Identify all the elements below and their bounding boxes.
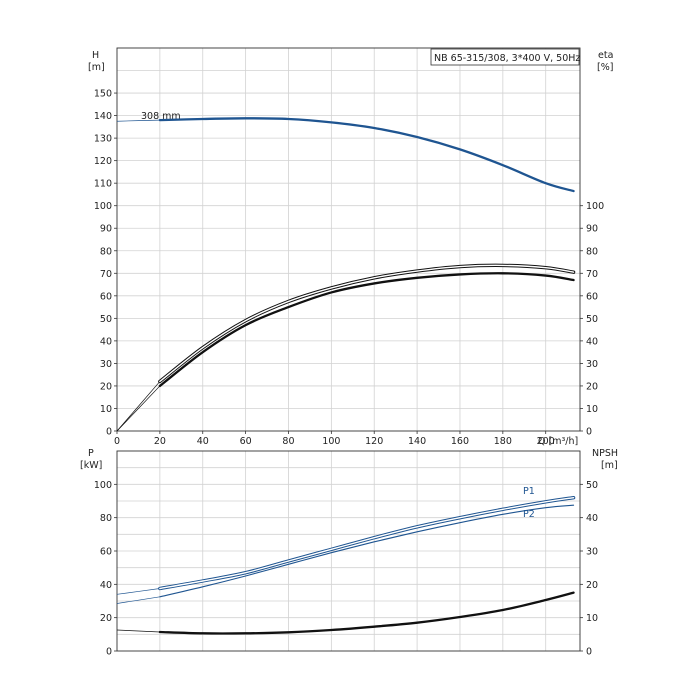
x-tick-label: 140 xyxy=(408,436,426,447)
left-tick-label: 0 xyxy=(106,647,112,658)
curve-inner-1-0 xyxy=(159,496,575,590)
left-tick-label: 120 xyxy=(94,156,112,167)
right-tick-label: 50 xyxy=(586,480,598,491)
left-tick-label: 20 xyxy=(100,613,112,624)
curve-0-0 xyxy=(158,117,575,193)
right-tick-label: 20 xyxy=(586,381,598,392)
left-tick-label: 70 xyxy=(100,269,112,280)
left-tick-label: 110 xyxy=(94,179,112,190)
q-axis-label: Q [m³/h] xyxy=(538,436,578,447)
right-tick-label: 10 xyxy=(586,404,598,415)
curves xyxy=(116,117,576,635)
left-tick-label: 100 xyxy=(94,201,112,212)
left-tick-label: 90 xyxy=(100,224,112,235)
curve-1-2 xyxy=(158,591,575,635)
curve-inner-0-1 xyxy=(159,264,575,383)
curve-extension-1-1 xyxy=(116,596,160,604)
x-tick-label: 160 xyxy=(451,436,469,447)
impeller-diameter-annotation: 308 mm xyxy=(141,111,181,122)
p2-series-label: P2 xyxy=(523,509,535,520)
left-tick-label: 40 xyxy=(100,580,112,591)
right-tick-label: 20 xyxy=(586,580,598,591)
curve-extension-1-0 xyxy=(116,588,160,595)
curve-outline-1-0 xyxy=(158,495,576,591)
eta-axis-unit: [%] xyxy=(597,62,613,73)
x-tick-label: 20 xyxy=(154,436,166,447)
title-box xyxy=(430,48,580,66)
curve-0-2 xyxy=(158,272,575,388)
right-tick-label: 100 xyxy=(586,201,604,212)
curve-extension-0-1 xyxy=(116,381,161,432)
curve-outline-0-1 xyxy=(158,263,576,384)
left-tick-label: 100 xyxy=(94,480,112,491)
eta-axis-label: eta xyxy=(598,50,613,61)
curve-extension-0-0 xyxy=(116,119,160,122)
h-axis-unit: [m] xyxy=(88,62,105,73)
x-tick-label: 0 xyxy=(114,436,120,447)
bottom-panel-grid xyxy=(117,451,580,651)
tick-labels: 0102030405060708090100110120130140150010… xyxy=(94,89,604,658)
top-panel-frame xyxy=(116,47,581,432)
left-tick-label: 10 xyxy=(100,404,112,415)
x-tick-label: 100 xyxy=(322,436,340,447)
npsh-axis-unit: [m] xyxy=(601,460,618,471)
left-tick-label: 30 xyxy=(100,359,112,370)
right-tick-label: 30 xyxy=(586,547,598,558)
left-tick-label: 60 xyxy=(100,291,112,302)
p-axis-unit: [kW] xyxy=(80,460,102,471)
right-tick-label: 30 xyxy=(586,359,598,370)
left-tick-label: 80 xyxy=(100,246,112,257)
x-tick-label: 80 xyxy=(282,436,294,447)
p-axis-label: P xyxy=(88,448,94,459)
curve-extension-0-2 xyxy=(116,385,161,432)
h-axis-label: H xyxy=(92,50,99,61)
right-tick-label: 50 xyxy=(586,314,598,325)
right-tick-label: 70 xyxy=(586,269,598,280)
top-panel-grid xyxy=(117,48,580,431)
right-tick-label: 0 xyxy=(586,647,592,658)
left-tick-label: 80 xyxy=(100,513,112,524)
npsh-axis-label: NPSH xyxy=(592,448,618,459)
curve-1-1 xyxy=(159,504,575,598)
x-tick-label: 200 xyxy=(537,436,555,447)
right-tick-label: 40 xyxy=(586,336,598,347)
x-tick-label: 180 xyxy=(494,436,512,447)
left-tick-label: 60 xyxy=(100,547,112,558)
left-tick-label: 40 xyxy=(100,336,112,347)
right-tick-label: 60 xyxy=(586,291,598,302)
p1-series-label: P1 xyxy=(523,486,535,497)
right-tick-label: 90 xyxy=(586,224,598,235)
left-tick-label: 150 xyxy=(94,89,112,100)
right-tick-label: 0 xyxy=(586,427,592,438)
x-tick-label: 120 xyxy=(365,436,383,447)
x-tick-label: 60 xyxy=(240,436,252,447)
left-tick-label: 0 xyxy=(106,427,112,438)
left-tick-label: 130 xyxy=(94,134,112,145)
curve-extension-1-2 xyxy=(116,629,160,633)
right-tick-label: 40 xyxy=(586,513,598,524)
chart-title: NB 65-315/308, 3*400 V, 50Hz xyxy=(434,53,580,64)
left-tick-label: 140 xyxy=(94,111,112,122)
right-tick-label: 10 xyxy=(586,613,598,624)
x-tick-label: 40 xyxy=(197,436,209,447)
left-tick-label: 50 xyxy=(100,314,112,325)
left-tick-label: 20 xyxy=(100,381,112,392)
right-tick-label: 80 xyxy=(586,246,598,257)
